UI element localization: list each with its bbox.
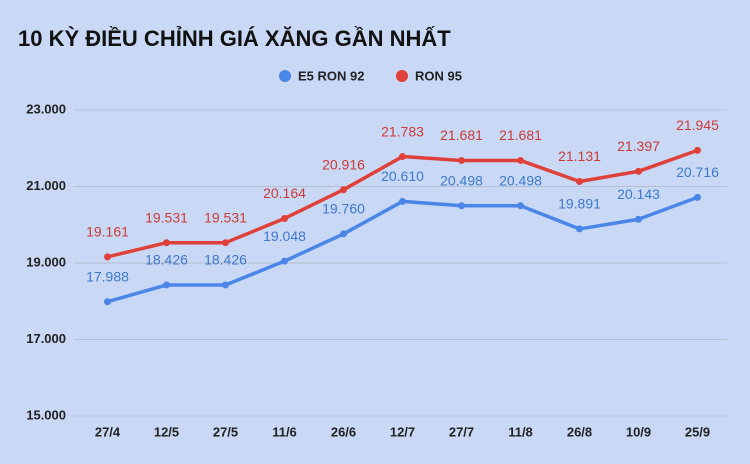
x-tick-label: 26/6 bbox=[331, 424, 356, 439]
y-tick-label: 23.000 bbox=[26, 101, 66, 116]
data-point bbox=[163, 239, 170, 247]
data-label: 21.131 bbox=[558, 148, 601, 164]
data-label: 19.891 bbox=[558, 196, 601, 212]
x-tick-label: 27/4 bbox=[95, 424, 121, 439]
x-tick-label: 26/8 bbox=[567, 424, 592, 439]
data-label: 20.716 bbox=[676, 164, 719, 180]
data-point bbox=[340, 230, 347, 238]
data-point bbox=[222, 239, 229, 247]
x-tick-label: 11/6 bbox=[272, 424, 297, 439]
data-point bbox=[576, 225, 583, 233]
data-point bbox=[517, 202, 524, 210]
data-point bbox=[458, 202, 465, 210]
data-point bbox=[281, 214, 288, 222]
legend-label: RON 95 bbox=[415, 68, 462, 83]
y-tick-label: 21.000 bbox=[26, 178, 66, 193]
data-label: 18.426 bbox=[145, 252, 188, 268]
data-label: 20.498 bbox=[499, 172, 542, 188]
x-tick-label: 10/9 bbox=[626, 424, 651, 439]
x-tick-label: 12/7 bbox=[390, 424, 415, 439]
y-tick-label: 15.000 bbox=[26, 407, 66, 422]
x-tick-label: 25/9 bbox=[685, 424, 710, 439]
legend-marker bbox=[396, 70, 408, 82]
x-tick-label: 27/5 bbox=[213, 424, 238, 439]
data-label: 20.610 bbox=[381, 168, 424, 184]
data-point bbox=[163, 281, 170, 289]
data-point bbox=[635, 167, 642, 175]
data-label: 21.783 bbox=[381, 123, 424, 139]
data-point bbox=[399, 197, 406, 205]
data-label: 20.164 bbox=[263, 185, 306, 201]
y-tick-label: 19.000 bbox=[26, 254, 66, 269]
data-label: 17.988 bbox=[86, 268, 129, 284]
data-label: 19.048 bbox=[263, 228, 306, 244]
data-label: 21.945 bbox=[676, 117, 719, 133]
data-point bbox=[222, 281, 229, 289]
data-point bbox=[517, 156, 524, 164]
data-label: 19.531 bbox=[145, 209, 188, 225]
data-label: 19.161 bbox=[86, 224, 129, 240]
data-label: 19.531 bbox=[204, 209, 247, 225]
data-label: 20.916 bbox=[322, 156, 365, 172]
data-label: 21.681 bbox=[440, 127, 483, 143]
data-point bbox=[340, 186, 347, 194]
data-point bbox=[104, 253, 111, 261]
data-label: 20.498 bbox=[440, 172, 483, 188]
legend-label: E5 RON 92 bbox=[298, 68, 364, 83]
chart-title: 10 KỲ ĐIỀU CHỈNH GIÁ XĂNG GẦN NHẤT bbox=[18, 26, 451, 51]
x-tick-label: 11/8 bbox=[508, 424, 533, 439]
data-label: 21.397 bbox=[617, 138, 660, 154]
data-point bbox=[458, 156, 465, 164]
y-tick-label: 17.000 bbox=[26, 331, 66, 346]
data-label: 20.143 bbox=[617, 186, 660, 202]
data-point bbox=[635, 215, 642, 223]
data-label: 18.426 bbox=[204, 252, 247, 268]
data-point bbox=[694, 193, 701, 201]
x-tick-label: 27/7 bbox=[449, 424, 474, 439]
data-point bbox=[281, 257, 288, 265]
data-point bbox=[694, 146, 701, 154]
data-label: 21.681 bbox=[499, 127, 542, 143]
data-point bbox=[104, 298, 111, 306]
x-tick-label: 12/5 bbox=[154, 424, 179, 439]
legend-marker bbox=[279, 70, 291, 82]
data-point bbox=[399, 153, 406, 161]
data-point bbox=[576, 177, 583, 185]
data-label: 19.760 bbox=[322, 201, 365, 217]
